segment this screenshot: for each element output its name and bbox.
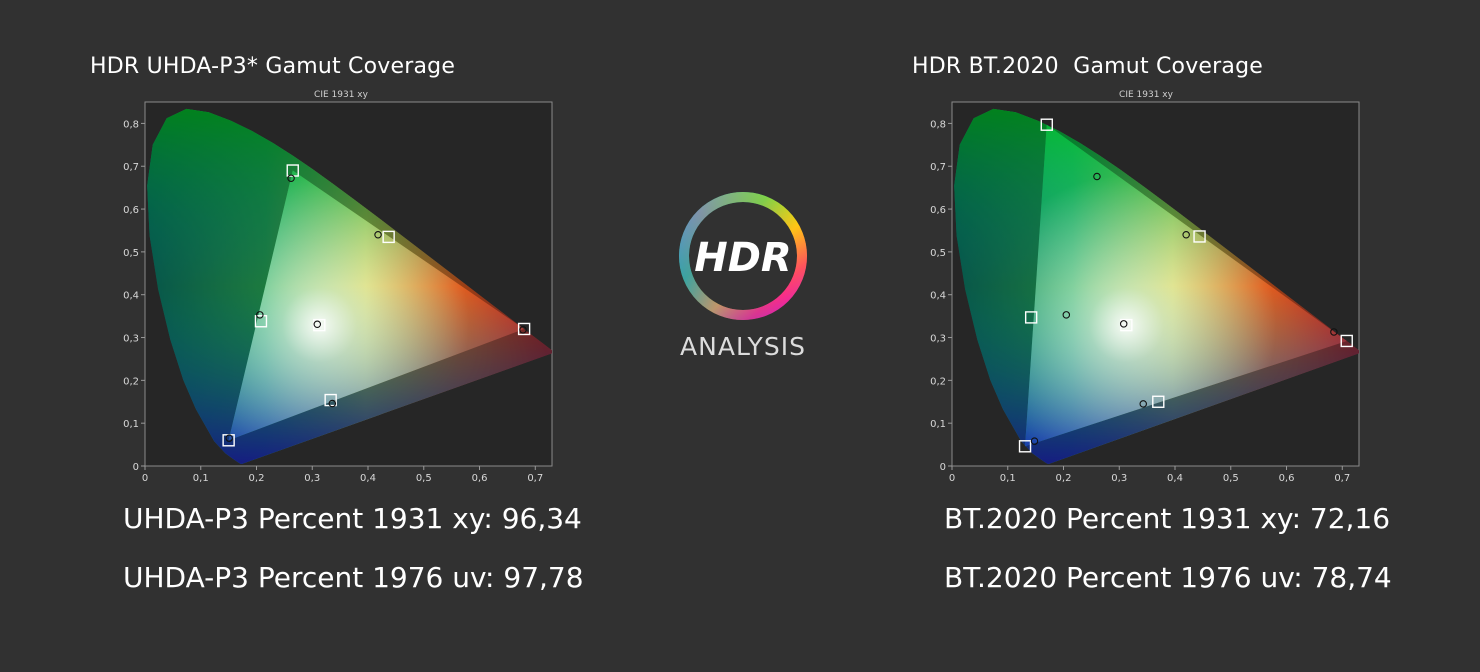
p3-panel: HDR UHDA-P3* Gamut Coverage CIE 1931 xy 0… — [0, 0, 640, 672]
y-tick-label: 0,3 — [930, 334, 946, 345]
y-tick-label: 0 — [133, 462, 139, 473]
y-tick-label: 0,3 — [123, 334, 139, 345]
measured-marker — [1182, 231, 1190, 239]
y-tick-label: 0,5 — [930, 248, 946, 259]
chart-title: HDR BT.2020 Gamut Coverage — [912, 54, 1263, 79]
measured-marker — [374, 231, 382, 239]
y-tick-label: 0 — [940, 462, 946, 473]
measured-marker — [225, 434, 233, 442]
measured-marker — [1062, 311, 1071, 319]
gamut-triangle-whitepoint — [228, 170, 525, 441]
target-marker — [517, 322, 531, 336]
measured-marker — [1330, 328, 1338, 336]
target-marker — [254, 315, 268, 328]
x-tick-label: 0,1 — [1000, 473, 1016, 484]
target-marker — [1340, 334, 1353, 348]
y-tick-label: 0,7 — [930, 162, 946, 173]
x-tick-label: 0,6 — [472, 473, 488, 484]
target-marker — [1193, 230, 1206, 243]
target-marker — [286, 164, 299, 177]
y-tick-label: 0,1 — [930, 419, 946, 430]
x-tick-label: 0,5 — [416, 473, 432, 484]
y-tick-label: 0,6 — [930, 205, 946, 216]
measured-marker — [1139, 400, 1147, 408]
bt2020-panel: HDR BT.2020 Gamut Coverage CIE 1931 xy 0 0… — [810, 0, 1480, 672]
x-tick-label: 0,6 — [1279, 473, 1295, 484]
y-tick-label: 0,6 — [123, 205, 139, 216]
x-tick-label: 0,3 — [304, 473, 320, 484]
p3-cie-chart: CIE 1931 xy 0 0,1 0,2 0,3 0,4 0,5 0,6 0,7 0 0,1 0,2… — [123, 90, 553, 484]
hdr-analysis-logo: HDR ANALYSIS — [668, 190, 818, 370]
y-tick-label: 0,2 — [930, 376, 946, 387]
target-marker — [324, 393, 337, 407]
hdr-ring-icon: HDR — [679, 192, 807, 320]
x-tick-label: 0,4 — [360, 473, 376, 484]
target-marker — [382, 230, 395, 244]
x-tick-label: 0,7 — [1334, 473, 1350, 484]
gamut-triangle-whitepoint — [1025, 124, 1347, 447]
x-tick-label: 0,4 — [1167, 473, 1183, 484]
y-tick-label: 0,8 — [930, 119, 946, 130]
measured-marker — [328, 399, 337, 408]
y-tick-label: 0,7 — [123, 162, 139, 173]
stat-1976-uv: UHDA-P3 Percent 1976 uv: 97,78 — [123, 561, 584, 594]
y-tick-label: 0,1 — [123, 419, 139, 430]
measured-marker — [313, 320, 322, 329]
chart-subtitle: CIE 1931 xy — [314, 90, 369, 100]
stat-1931-xy: UHDA-P3 Percent 1931 xy: 96,34 — [123, 502, 582, 535]
stat-1931-xy: BT.2020 Percent 1931 xy: 72,16 — [944, 502, 1391, 535]
measured-marker — [256, 311, 264, 319]
y-tick-label: 0,2 — [123, 376, 139, 387]
x-tick-label: 0,5 — [1223, 473, 1239, 484]
target-marker — [1024, 311, 1038, 324]
y-tick-label: 0,5 — [123, 248, 139, 259]
target-marker — [1018, 440, 1032, 453]
logo-word: HDR — [694, 235, 791, 281]
x-tick-label: 0,3 — [1111, 473, 1127, 484]
bt2020-cie-chart: CIE 1931 xy 0 0,1 0,2 0,3 0,4 0,5 0,6 0,7 0 0,1 0,2… — [930, 90, 1360, 484]
x-tick-label: 0,1 — [193, 473, 209, 484]
x-tick-label: 0 — [949, 473, 955, 484]
x-tick-label: 0,7 — [527, 473, 543, 484]
stat-1976-uv: BT.2020 Percent 1976 uv: 78,74 — [944, 561, 1392, 594]
y-tick-label: 0,4 — [930, 291, 946, 302]
chart-title: HDR UHDA-P3* Gamut Coverage — [90, 54, 456, 79]
y-tick-label: 0,4 — [123, 291, 139, 302]
x-tick-label: 0,2 — [1056, 473, 1072, 484]
measured-marker — [1093, 172, 1101, 181]
measured-marker — [1030, 437, 1039, 445]
target-marker — [1152, 395, 1165, 408]
chart-subtitle: CIE 1931 xy — [1119, 90, 1174, 100]
x-tick-label: 0 — [142, 473, 148, 484]
measured-marker — [287, 174, 295, 182]
measured-marker — [519, 326, 527, 334]
y-tick-label: 0,8 — [123, 119, 139, 130]
target-marker — [1040, 118, 1053, 131]
measured-marker — [1119, 320, 1128, 328]
x-tick-label: 0,2 — [249, 473, 265, 484]
logo-subtitle: ANALYSIS — [680, 332, 806, 361]
